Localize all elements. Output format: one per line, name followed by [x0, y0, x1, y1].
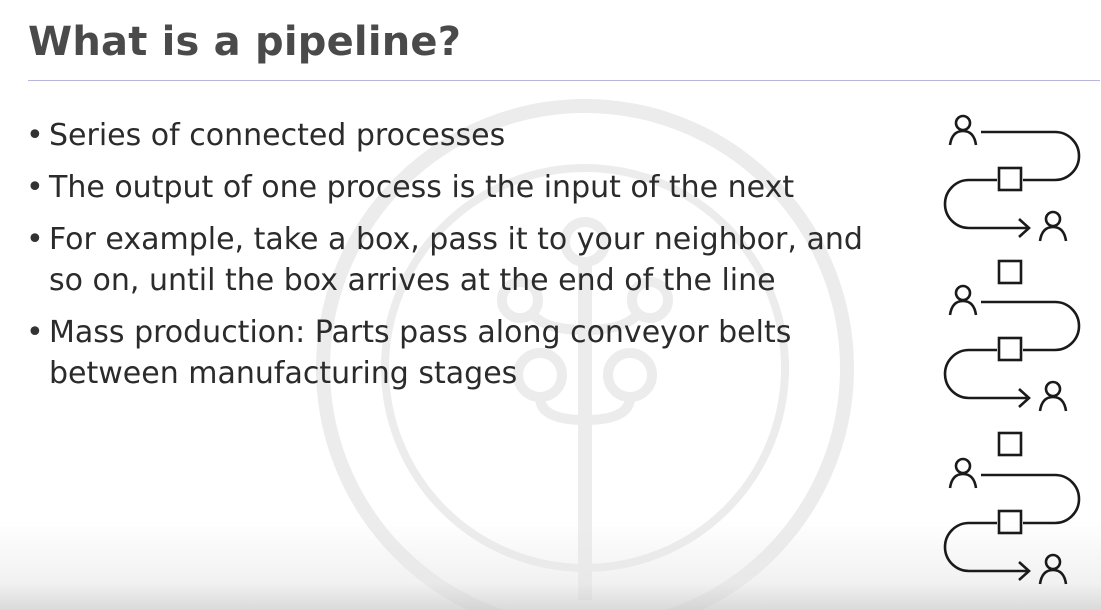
pipeline-stage: [945, 116, 1079, 241]
pipeline-illustration: [935, 106, 1085, 601]
title-divider: [28, 80, 1100, 81]
bullet-list: • Series of connected processes • The ou…: [24, 115, 884, 405]
bullet-marker: •: [26, 118, 44, 153]
box-icon: [997, 259, 1023, 285]
pipeline-stage: [945, 459, 1079, 584]
slide-title: What is a pipeline?: [28, 19, 462, 65]
bullet-marker: •: [26, 222, 44, 257]
bullet-marker: •: [26, 170, 44, 205]
bullet-text: For example, take a box, pass it to your…: [49, 222, 863, 298]
bullet-item: • Mass production: Parts pass along conv…: [24, 312, 884, 394]
bullet-item: • For example, take a box, pass it to yo…: [24, 219, 884, 301]
bullet-text: Mass production: Parts pass along convey…: [49, 315, 792, 391]
bullet-item: • Series of connected processes: [24, 115, 884, 156]
bullet-text: The output of one process is the input o…: [49, 170, 795, 205]
pipeline-stage: [945, 286, 1079, 411]
bottom-shadow: [0, 520, 1101, 610]
bullet-marker: •: [26, 315, 44, 350]
box-icon: [997, 431, 1023, 457]
bullet-item: • The output of one process is the input…: [24, 167, 884, 208]
bullet-text: Series of connected processes: [49, 118, 506, 153]
